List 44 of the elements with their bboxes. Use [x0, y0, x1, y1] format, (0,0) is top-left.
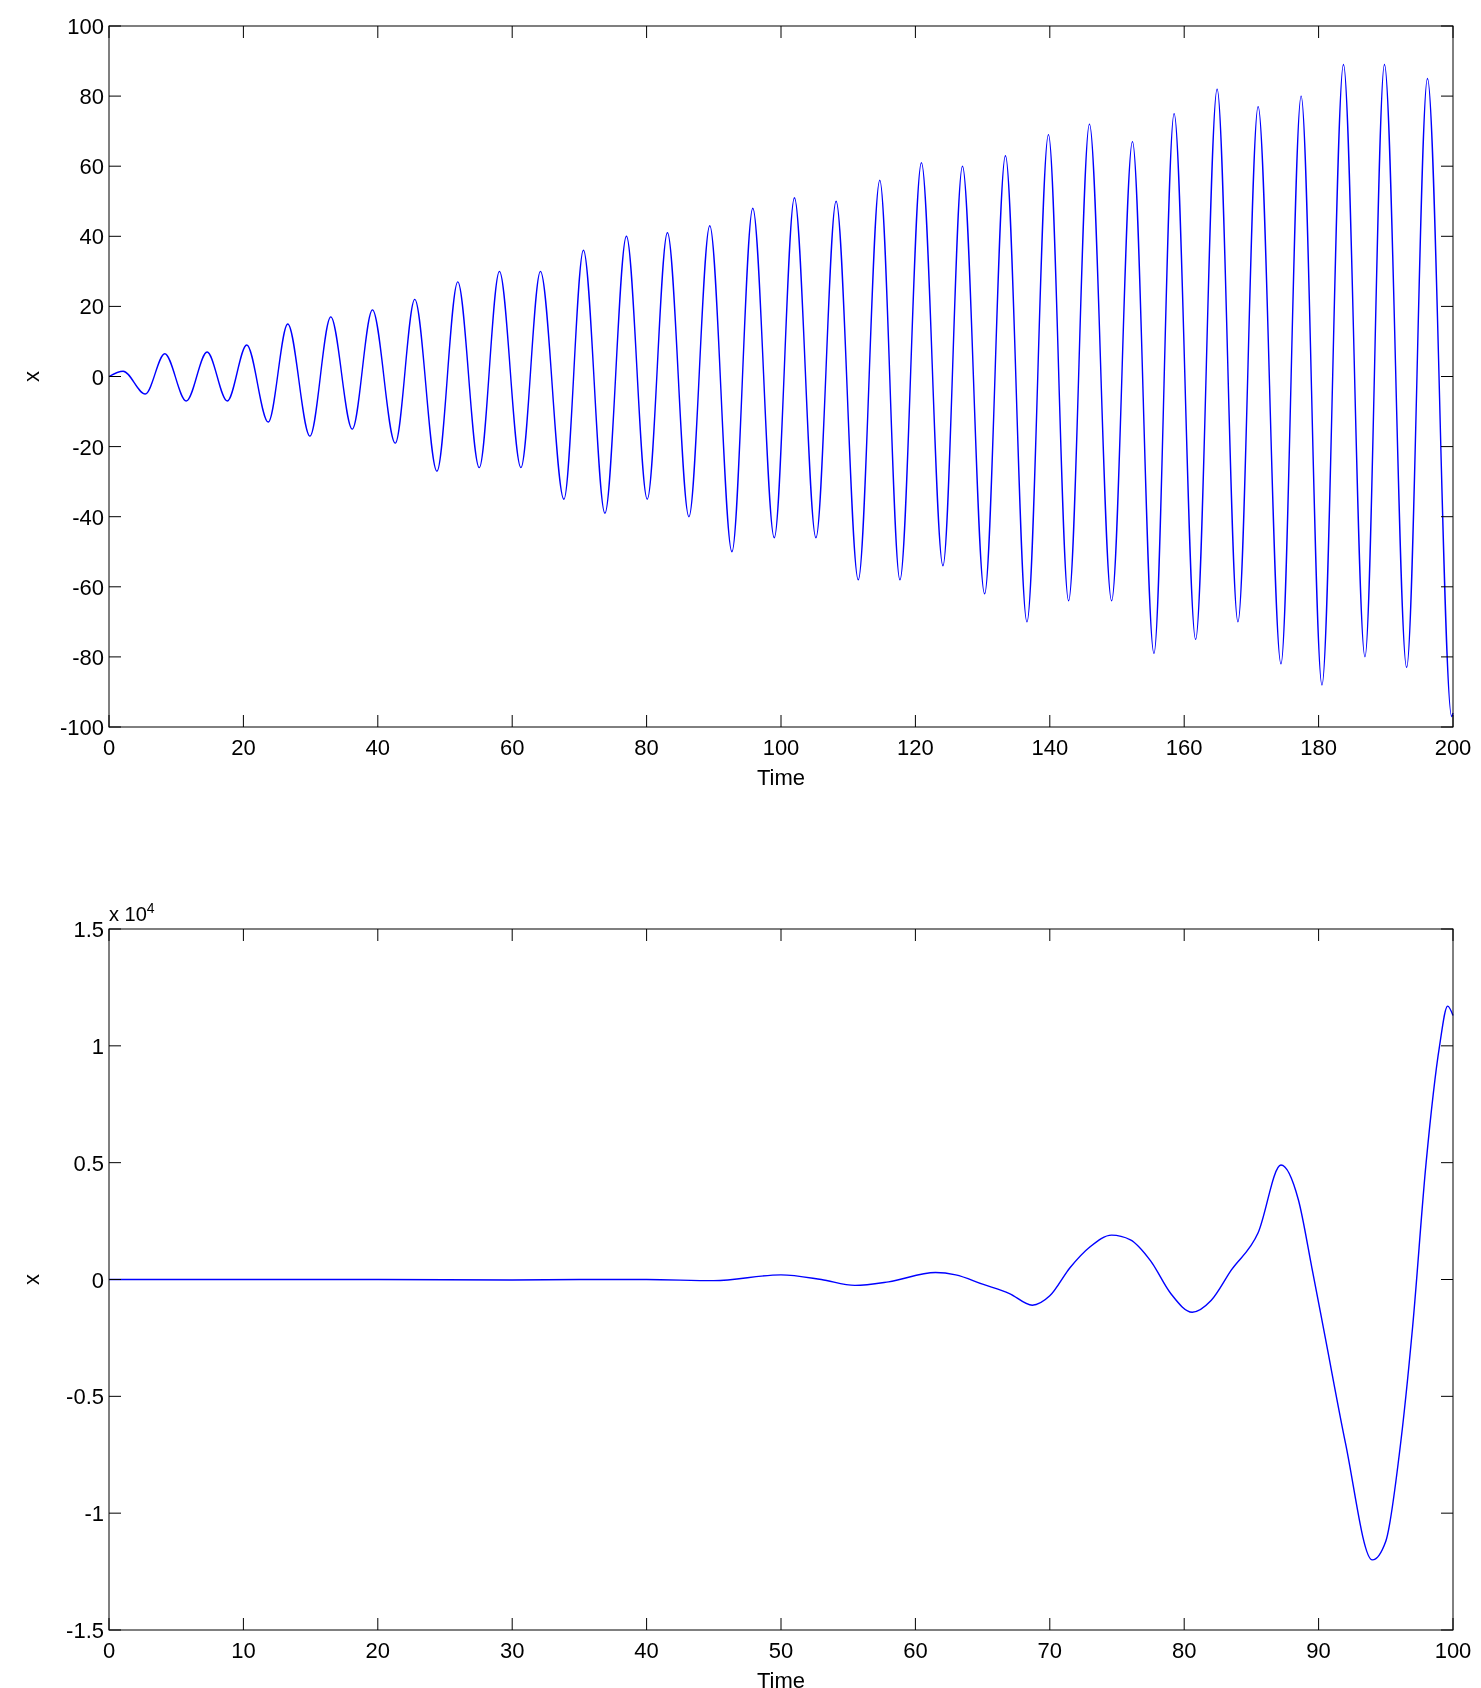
x-tick-label: 40 — [634, 1638, 659, 1663]
x-tick-label: 120 — [897, 735, 934, 760]
y-tick-label: 0.5 — [73, 1150, 104, 1176]
x-axis-title: Time — [756, 765, 806, 790]
line-series — [108, 63, 1454, 718]
x-tick-label: 90 — [1306, 1638, 1331, 1663]
x-tick-label: 20 — [365, 1638, 391, 1663]
x-tick-label: 160 — [1165, 735, 1203, 760]
y-tick-label: 1.5 — [73, 917, 104, 942]
x-tick-label: 40 — [365, 735, 391, 760]
y-tick-label: 20 — [79, 294, 104, 320]
y-tick-label: -80 — [72, 644, 104, 670]
x-tick-label: 180 — [1300, 735, 1337, 760]
y-tick-label: 0 — [91, 1267, 104, 1293]
x-tick-label: 10 — [231, 1638, 256, 1663]
y-tick-label: -100 — [59, 715, 104, 740]
y-axis-title: x — [19, 371, 44, 382]
y-tick-label: -20 — [72, 434, 104, 460]
y-tick-label: -1 — [84, 1501, 104, 1527]
y-axis-title: x — [19, 1274, 44, 1285]
y-tick-label: 40 — [79, 224, 104, 250]
x-tick-label: 200 — [1434, 735, 1472, 760]
x-tick-label: 100 — [762, 735, 800, 760]
x-tick-label: 20 — [231, 735, 256, 760]
y-tick-label: 100 — [67, 14, 104, 39]
y-tick-label: -40 — [72, 504, 104, 530]
y-tick-label: 0 — [91, 364, 104, 390]
x-tick-label: 80 — [634, 735, 659, 760]
x-tick-label: 50 — [768, 1638, 794, 1663]
x-tick-label: 70 — [1037, 1638, 1063, 1663]
x-tick-label: 60 — [903, 1638, 928, 1663]
y-tick-label: 1 — [91, 1033, 104, 1059]
y-tick-label: -0.5 — [66, 1384, 104, 1410]
x-tick-label: 140 — [1031, 735, 1069, 760]
x-tick-label: 100 — [1434, 1638, 1472, 1663]
text: x 10$^{4}$ — [109, 900, 155, 925]
x-tick-label: 80 — [1171, 1638, 1197, 1663]
y-tick-label: -60 — [72, 574, 104, 600]
y-tick-label: 60 — [79, 154, 104, 180]
x-tick-label: 60 — [499, 735, 525, 760]
x-tick-label: 30 — [499, 1638, 525, 1663]
y-tick-label: -1.5 — [66, 1618, 104, 1643]
y-tick-label: 80 — [79, 84, 104, 110]
x-axis-title: Time — [756, 1668, 806, 1688]
